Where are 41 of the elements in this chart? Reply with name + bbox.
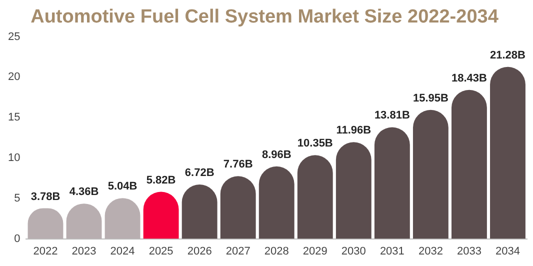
x-tick-label: 2024 (110, 245, 135, 258)
x-tick-label: 2022 (33, 245, 58, 258)
bar (220, 176, 256, 239)
bar (374, 127, 410, 239)
y-tick-label: 5 (14, 192, 20, 204)
x-tick-label: 2033 (456, 245, 482, 258)
y-tick-label: 15 (8, 112, 20, 124)
x-tick-label: 2030 (341, 245, 366, 258)
data-label: 5.04B (108, 180, 138, 193)
x-tick-label: 2029 (302, 245, 328, 258)
y-tick-label: 25 (8, 30, 20, 43)
data-label: 8.96B (262, 148, 292, 161)
x-tick-label: 2026 (187, 245, 212, 258)
data-label: 11.96B (336, 124, 372, 137)
data-label: 15.95B (412, 92, 448, 104)
x-tick-label: 2034 (496, 245, 520, 258)
bar (452, 90, 487, 239)
data-label: 3.78B (30, 190, 60, 203)
bar (490, 66, 526, 239)
bar (297, 155, 333, 239)
y-tick-label: 0 (14, 232, 20, 245)
data-label: 7.76B (223, 158, 253, 171)
data-label: 18.43B (451, 72, 488, 84)
x-tick-label: 2028 (264, 245, 289, 258)
data-label: 6.72B (184, 167, 214, 180)
data-label: 4.36B (69, 186, 99, 198)
x-tick-label: 2025 (148, 245, 174, 258)
data-label: 21.28B (490, 49, 526, 62)
data-label: 5.82B (146, 174, 176, 186)
bar (412, 110, 448, 239)
y-tick-label: 20 (8, 71, 20, 84)
x-tick-label: 2032 (418, 245, 443, 258)
data-label: 13.81B (374, 110, 410, 122)
x-tick-label: 2031 (380, 245, 404, 258)
data-label: 10.35B (297, 138, 333, 150)
chart-title: Automotive Fuel Cell System Market Size 2022-2034 (30, 6, 499, 28)
bar (336, 142, 372, 239)
x-tick-label: 2023 (72, 245, 96, 258)
x-tick-label: 2027 (226, 245, 250, 258)
y-tick-label: 10 (8, 152, 20, 164)
bar (258, 166, 294, 239)
